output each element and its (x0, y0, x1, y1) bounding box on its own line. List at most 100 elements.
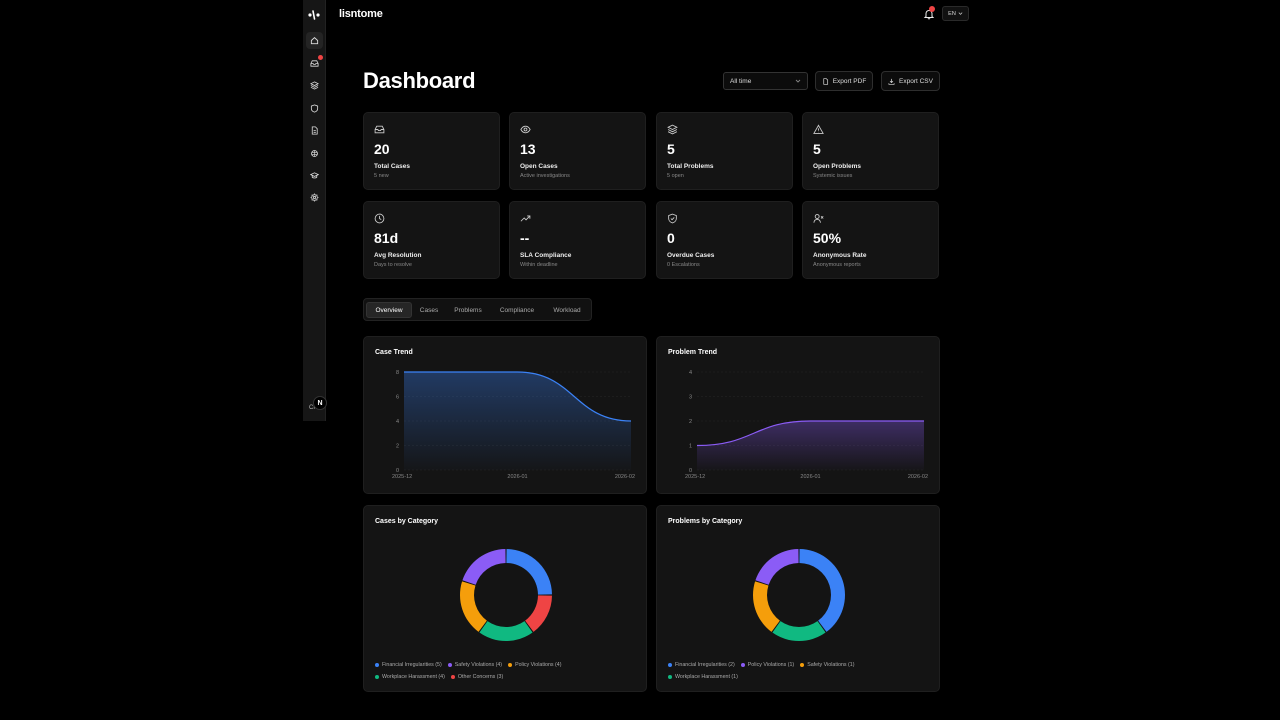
stat-value: 5 (667, 141, 675, 157)
brain-icon (311, 150, 318, 157)
stat-label: Anonymous Rate (813, 252, 867, 259)
y-tick-label: 2 (396, 444, 399, 450)
stat-subtext: Anonymous reports (813, 262, 861, 268)
export-pdf-label: Export PDF (832, 77, 867, 85)
donut-slice[interactable] (772, 621, 826, 641)
inbox-icon (374, 125, 385, 134)
sidebar-toggle-button[interactable]: N (313, 396, 327, 410)
stat-card-sla-compliance: -- SLA Compliance Within deadline (509, 201, 646, 279)
y-tick-label: 0 (689, 468, 692, 474)
problem-trend-chart: 0 1 2 3 4 2025-12 2026-01 2026-02 (685, 370, 928, 480)
sidebar-item-ai[interactable] (306, 145, 323, 162)
eye-icon (520, 125, 531, 134)
sidebar-item-settings[interactable] (306, 189, 323, 206)
legend-item[interactable]: Policy Violations (1) (740, 659, 794, 671)
stat-value: 0 (667, 230, 675, 246)
series-line[interactable] (404, 371, 632, 422)
series-area (697, 421, 924, 470)
y-tick-label: 0 (396, 468, 399, 474)
legend-item[interactable]: Other Concerns (3) (450, 671, 504, 683)
sidebar-item-documents[interactable] (306, 122, 323, 139)
donut-slice[interactable] (460, 581, 487, 632)
legend-item[interactable]: Safety Violations (4) (447, 659, 503, 671)
legend-swatch (447, 662, 452, 667)
language-label: EN (948, 10, 956, 17)
stat-value: 81d (374, 230, 399, 246)
stat-value: 13 (520, 141, 536, 157)
donut-slice[interactable] (479, 621, 533, 641)
stat-subtext: Days to resolve (374, 262, 412, 268)
dashboard-tabs: Overview Cases Problems Compliance Workl… (363, 298, 592, 321)
trend-up-icon (520, 215, 531, 222)
stat-card-avg-resolution: 81d Avg Resolution Days to resolve (363, 201, 500, 279)
language-select[interactable]: EN (942, 6, 969, 21)
tab-problems[interactable]: Problems (454, 306, 482, 314)
x-tick-label: 2026-02 (615, 474, 635, 480)
layers-icon (667, 124, 678, 135)
logo-icon[interactable] (307, 8, 321, 22)
stat-subtext: 5 new (374, 173, 389, 179)
legend-item[interactable]: Policy Violations (4) (508, 659, 562, 671)
clock-icon (374, 213, 385, 224)
cases-by-category-donut (460, 549, 552, 641)
sidebar-item-inbox[interactable] (306, 55, 323, 72)
document-icon (311, 126, 318, 135)
legend-label: Financial Irregularities (5) (382, 662, 442, 668)
stat-card-anonymous-rate: 50% Anonymous Rate Anonymous reports (802, 201, 939, 279)
tab-compliance[interactable]: Compliance (499, 306, 535, 314)
sidebar-item-shield[interactable] (306, 100, 323, 117)
legend-swatch (740, 662, 745, 667)
tab-workload[interactable]: Workload (553, 306, 581, 314)
date-range-select[interactable]: All time (723, 72, 808, 90)
document-icon (823, 77, 828, 85)
legend-item[interactable]: Workplace Harassment (4) (375, 671, 445, 683)
legend-item[interactable]: Safety Violations (1) (800, 659, 855, 671)
legend-swatch (668, 662, 672, 667)
legend-swatch (508, 662, 513, 667)
user-initials[interactable]: CH (309, 405, 318, 411)
sidebar-item-training[interactable] (306, 167, 323, 184)
sidebar-item-home[interactable] (306, 32, 323, 49)
y-tick-label: 3 (689, 395, 692, 401)
legend-label: Safety Violations (4) (454, 662, 503, 668)
x-tick-label: 2026-01 (800, 474, 820, 480)
legend-item[interactable]: Financial Irregularities (2) (668, 659, 735, 671)
donut-slice[interactable] (799, 549, 845, 632)
donut-slice[interactable] (755, 549, 799, 585)
series-line[interactable] (696, 420, 924, 447)
shield-icon (310, 104, 319, 113)
download-icon (888, 78, 895, 85)
legend-item[interactable]: Financial Irregularities (5) (375, 659, 442, 671)
legend-label: Financial Irregularities (2) (675, 662, 735, 668)
donut-slice[interactable] (506, 549, 552, 595)
stat-label: Total Problems (667, 163, 714, 170)
x-tick-label: 2025-12 (685, 474, 705, 480)
series-area (404, 372, 631, 470)
chevron-down-icon (795, 79, 801, 83)
date-range-value: All time (730, 77, 752, 85)
export-pdf-button[interactable]: Export PDF (815, 71, 873, 91)
donut-slice[interactable] (462, 549, 506, 585)
export-csv-button[interactable]: Export CSV (881, 71, 940, 91)
legend-label: Other Concerns (3) (457, 674, 504, 680)
legend-swatch (800, 662, 805, 667)
legend-swatch (375, 662, 379, 667)
chart-title: Cases by Category (375, 518, 439, 525)
sidebar-item-layers[interactable] (306, 77, 323, 94)
legend-label: Safety Violations (1) (807, 662, 855, 668)
donut-slice[interactable] (525, 595, 552, 632)
brand-name[interactable]: lisntome (339, 8, 383, 20)
donut-slice[interactable] (753, 581, 780, 632)
legend-item[interactable]: Workplace Harassment (1) (668, 671, 738, 683)
problem-trend-panel: Problem Trend 0 1 2 3 4 2025-12 2026-01 2026-02 (656, 336, 940, 494)
y-tick-label: 2 (689, 419, 692, 425)
legend-swatch (375, 674, 379, 679)
stat-subtext: Within deadline (520, 262, 558, 268)
case-trend-panel: Case Trend 0 2 4 6 8 2025-12 2026-01 2026-02 (363, 336, 647, 494)
stat-label: Open Cases (520, 163, 558, 170)
tab-cases[interactable]: Cases (419, 306, 439, 314)
cases-by-category-panel: Cases by Category Financial Irregulariti… (363, 505, 647, 692)
stat-label: Open Problems (813, 163, 862, 170)
tab-overview[interactable]: Overview (366, 302, 412, 318)
chart-title: Case Trend (375, 349, 413, 356)
